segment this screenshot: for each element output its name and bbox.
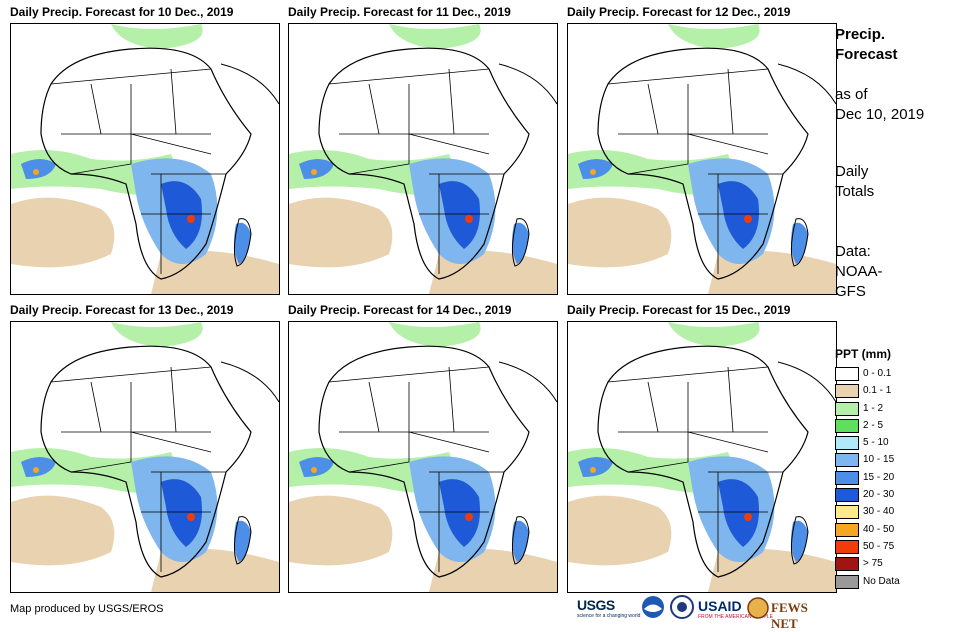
panel-title: Daily Precip. Forecast for 13 Dec., 2019 — [10, 303, 234, 317]
legend-swatch — [835, 488, 859, 503]
data-source-line3: GFS — [835, 283, 866, 300]
panel-title: Daily Precip. Forecast for 10 Dec., 2019 — [10, 5, 234, 19]
noaa-logo — [641, 595, 665, 621]
precip-map — [10, 321, 280, 593]
legend-label: 0 - 0.1 — [863, 368, 892, 379]
legend-label: 30 - 40 — [863, 506, 895, 518]
precip-map — [288, 23, 558, 295]
daily-totals-label: Daily Totals — [835, 162, 874, 202]
usgs-tagline: science for a changing world — [577, 613, 641, 619]
legend-label: 5 - 10 — [863, 437, 889, 449]
legend-label: 1 - 2 — [863, 402, 884, 414]
forecast-panel-dec10: Daily Precip. Forecast for 10 Dec., 2019 — [10, 5, 280, 295]
forecast-panel-dec13: Daily Precip. Forecast for 13 Dec., 2019 — [10, 303, 280, 593]
sidebar-title-line1: Precip. — [835, 26, 886, 43]
legend-label: 20 - 30 — [863, 489, 895, 501]
legend-label: 10 - 15 — [863, 454, 895, 466]
credit-text: Map produced by USGS/EROS — [10, 603, 164, 615]
sidebar-title: Precip. Forecast — [835, 25, 898, 65]
precip-map — [288, 321, 558, 593]
forecast-panel-dec14: Daily Precip. Forecast for 14 Dec., 2019 — [288, 303, 558, 593]
legend-title: PPT (mm) — [835, 347, 892, 361]
legend-label: 50 - 75 — [863, 540, 895, 552]
forecast-panel-dec12: Daily Precip. Forecast for 12 Dec., 2019 — [567, 5, 837, 295]
forecast-panel-dec15: Daily Precip. Forecast for 15 Dec., 2019 — [567, 303, 837, 593]
panel-title: Daily Precip. Forecast for 15 Dec., 2019 — [567, 303, 791, 317]
daily-line2: Totals — [835, 183, 875, 200]
fewsnet-logo: FEWS NET — [747, 595, 825, 631]
legend-label: > 75 — [863, 558, 883, 570]
legend-swatch — [835, 574, 859, 589]
legend-swatch — [835, 401, 859, 416]
sidebar-title-line2: Forecast — [835, 46, 898, 63]
legend-swatch — [835, 367, 859, 381]
fewsnet-logo-text: FEWS NET — [771, 600, 808, 631]
as-of-label: as of — [835, 86, 868, 103]
legend-label: 2 - 5 — [863, 419, 884, 431]
panel-title: Daily Precip. Forecast for 11 Dec., 2019 — [288, 5, 511, 19]
legend-swatch — [835, 418, 859, 433]
dos-seal-logo — [670, 595, 694, 621]
precip-map — [10, 23, 280, 295]
data-source: Data: NOAA- GFS — [835, 242, 883, 302]
data-source-line2: NOAA- — [835, 263, 883, 280]
legend-label: 0.1 - 1 — [863, 385, 892, 397]
legend-swatch — [835, 470, 859, 485]
as-of-date: as of Dec 10, 2019 — [835, 85, 924, 125]
legend-swatch — [835, 453, 859, 468]
usgs-logo: USGS science for a changing world — [577, 595, 640, 621]
panel-title: Daily Precip. Forecast for 14 Dec., 2019 — [288, 303, 512, 317]
usgs-logo-text: USGS — [577, 597, 615, 613]
legend-swatch — [835, 436, 859, 451]
legend-swatch — [835, 384, 859, 399]
as-of-value: Dec 10, 2019 — [835, 106, 925, 123]
daily-line1: Daily — [835, 163, 869, 180]
legend-label: 15 - 20 — [863, 471, 895, 483]
legend-swatch — [835, 522, 859, 537]
data-source-line1: Data: — [835, 243, 871, 260]
legend-swatch — [835, 557, 859, 572]
legend-swatch — [835, 505, 859, 520]
usaid-logo-text: USAID — [698, 598, 742, 614]
legend-label: 40 - 50 — [863, 523, 895, 535]
forecast-panel-dec11: Daily Precip. Forecast for 11 Dec., 2019 — [288, 5, 558, 295]
legend-label: No Data — [863, 575, 900, 587]
precip-map — [567, 321, 837, 593]
precip-map — [567, 23, 837, 295]
usaid-tagline: FROM THE AMERICAN PEOPLE — [698, 614, 773, 620]
usaid-logo: USAID FROM THE AMERICAN PEOPLE — [698, 595, 773, 621]
legend-swatch — [835, 539, 859, 554]
panel-title: Daily Precip. Forecast for 12 Dec., 2019 — [567, 5, 791, 19]
